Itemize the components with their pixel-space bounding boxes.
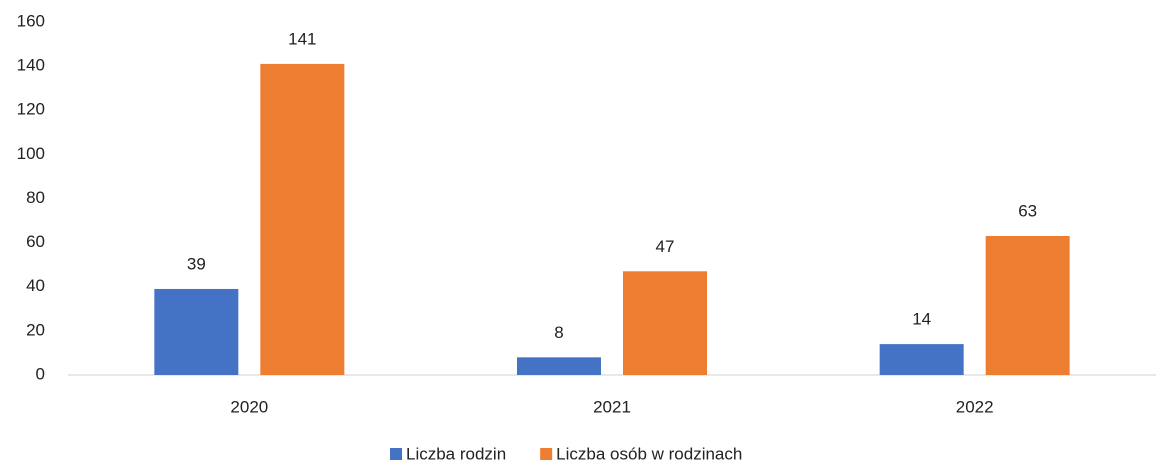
legend-swatch <box>390 448 402 460</box>
bar <box>623 271 707 375</box>
x-tick-label: 2022 <box>956 397 994 416</box>
data-label: 14 <box>912 310 931 329</box>
y-tick-label: 40 <box>26 276 45 295</box>
y-tick-label: 80 <box>26 188 45 207</box>
bar <box>154 288 239 375</box>
y-tick-label: 140 <box>17 56 45 75</box>
data-label: 8 <box>554 323 563 342</box>
y-tick-label: 100 <box>17 144 45 163</box>
data-label: 39 <box>187 254 206 273</box>
x-tick-label: 2021 <box>593 397 631 416</box>
data-label: 141 <box>288 29 316 48</box>
legend-swatch <box>540 448 553 460</box>
bar <box>879 344 964 375</box>
y-tick-label: 20 <box>26 320 45 339</box>
bar <box>260 63 345 375</box>
y-tick-label: 160 <box>17 11 45 30</box>
data-label: 47 <box>656 237 675 256</box>
data-label: 63 <box>1018 201 1037 220</box>
bar <box>517 357 601 375</box>
legend-label: Liczba rodzin <box>406 444 506 463</box>
y-tick-label: 120 <box>17 100 45 119</box>
y-tick-label: 60 <box>26 232 45 251</box>
x-tick-label: 2020 <box>230 397 268 416</box>
legend-label: Liczba osób w rodzinach <box>556 444 742 463</box>
bar <box>985 236 1070 375</box>
y-tick-label: 0 <box>36 364 45 383</box>
